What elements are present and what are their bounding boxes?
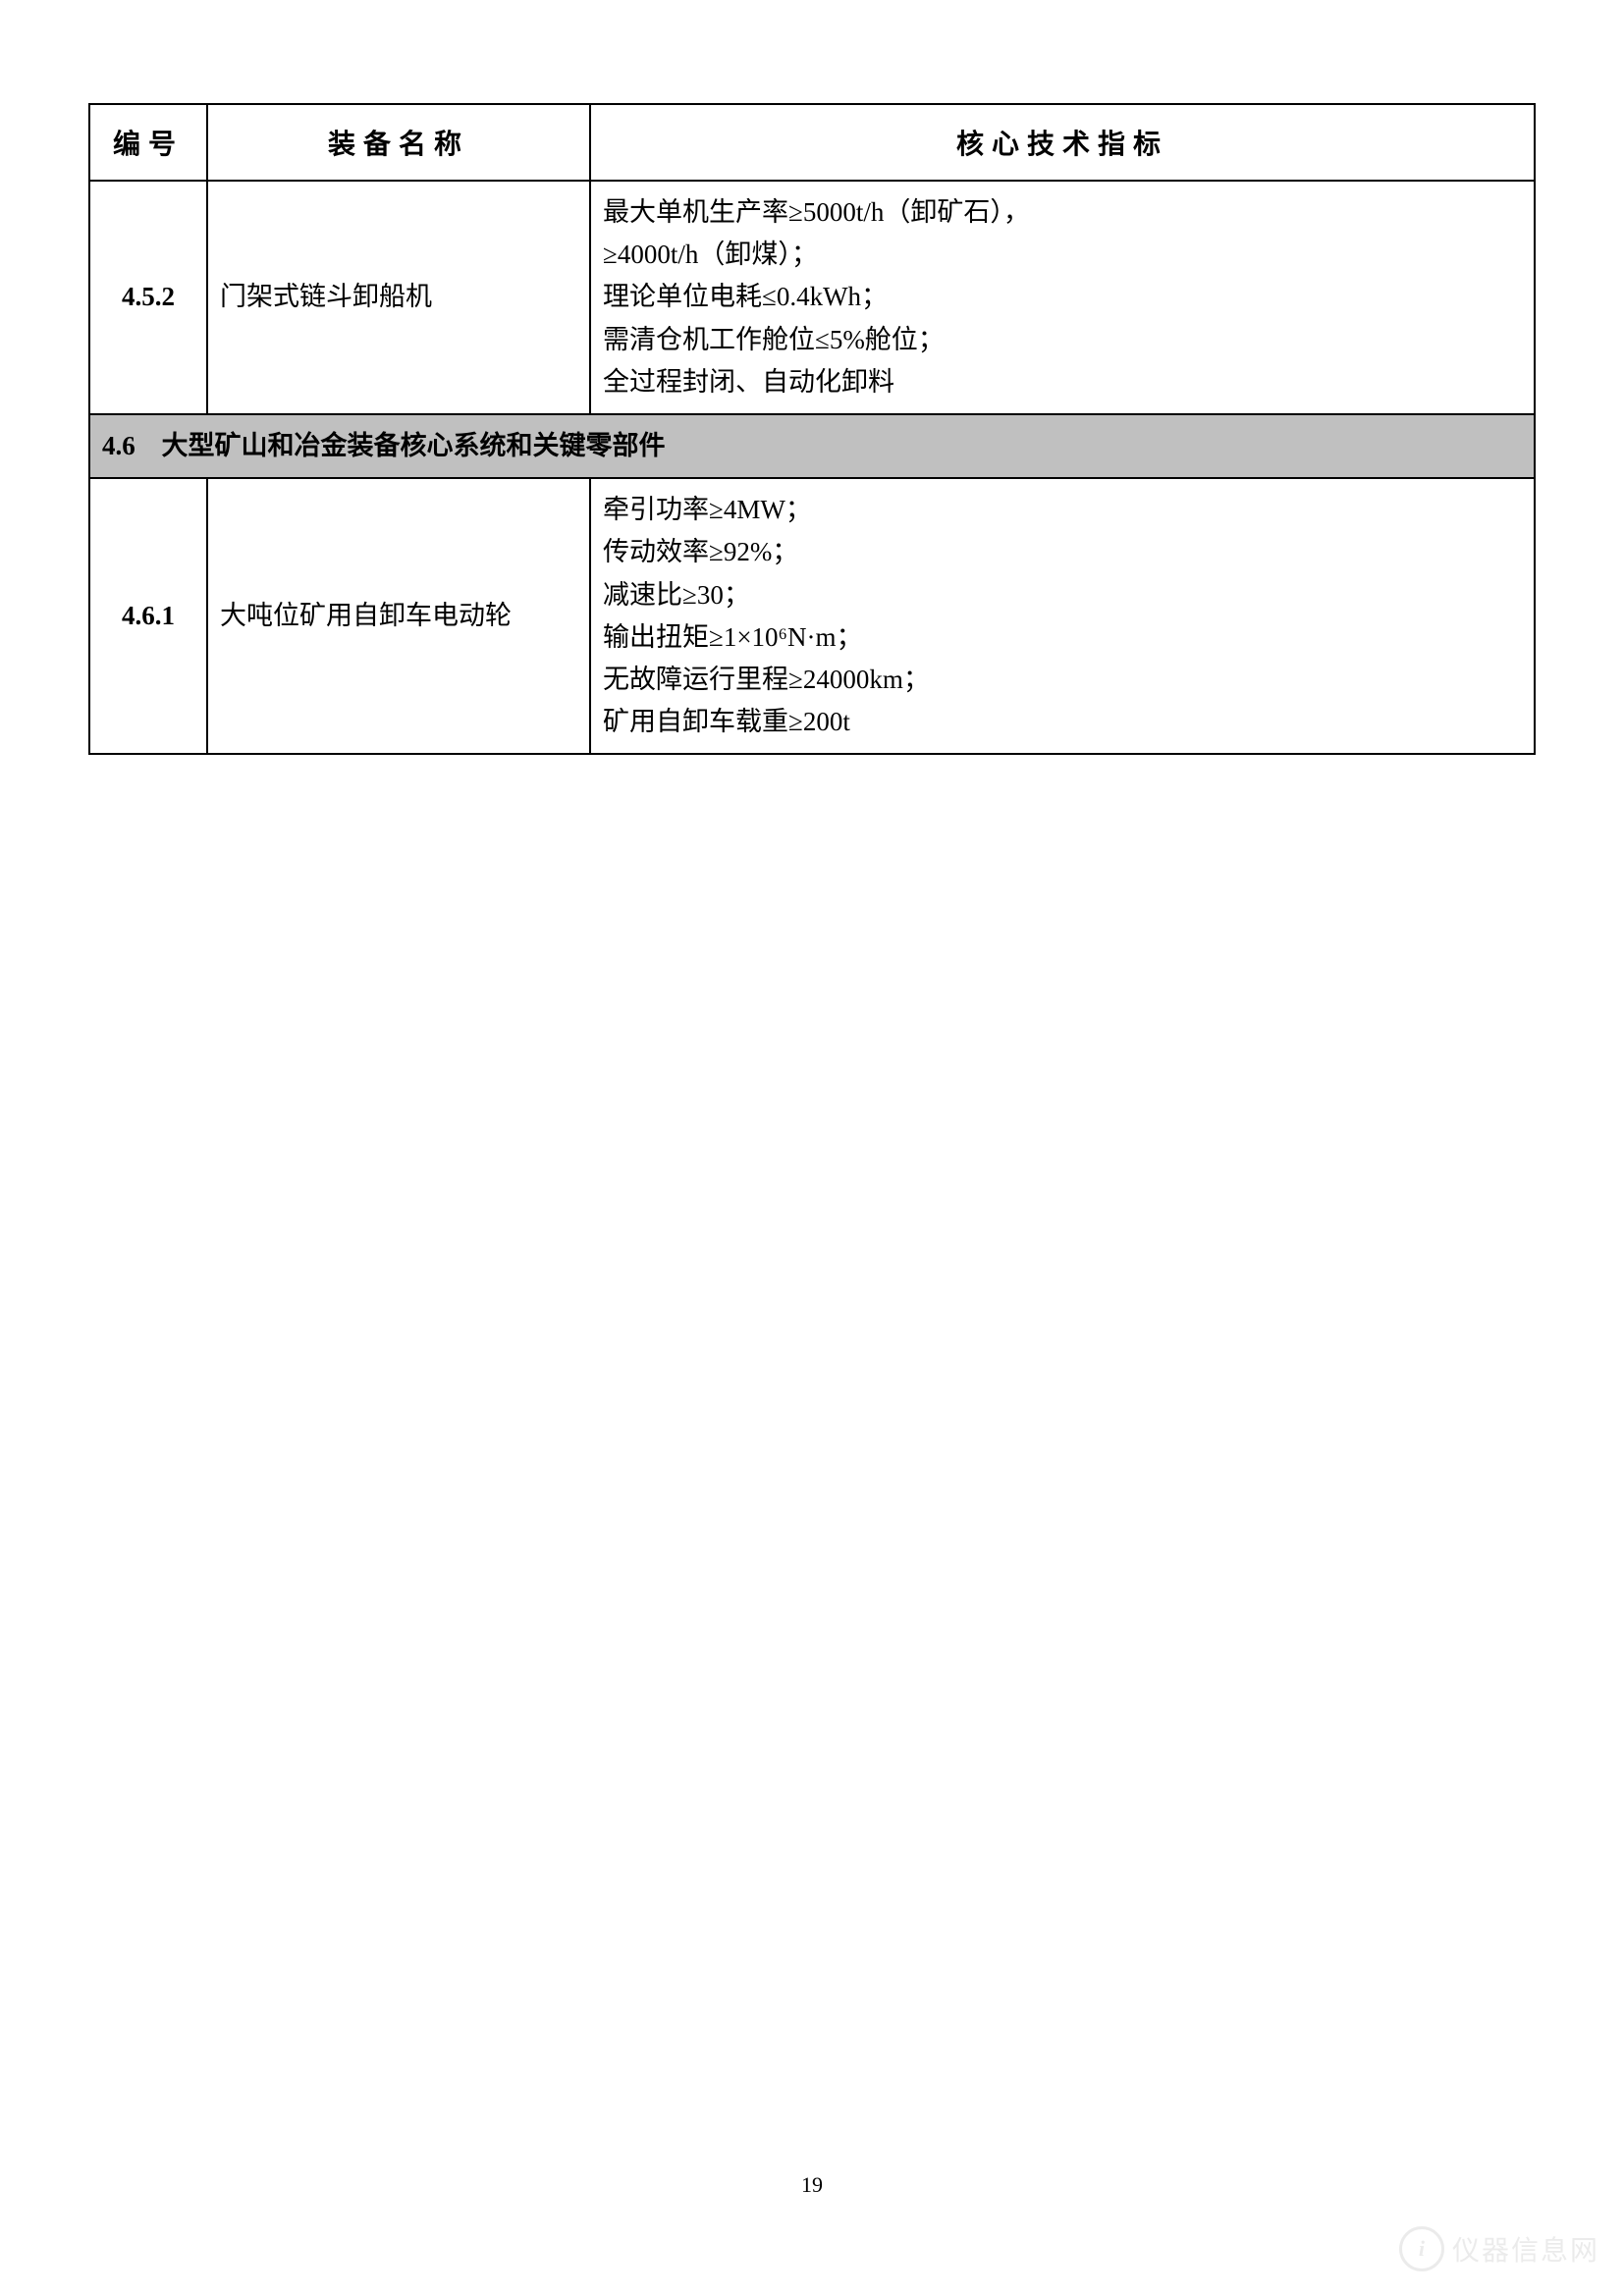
header-id: 编号 xyxy=(89,104,207,181)
table-body: 4.5.2 门架式链斗卸船机 最大单机生产率≥5000t/h（卸矿石）， ≥40… xyxy=(89,181,1535,754)
spec-line: 理论单位电耗≤0.4kWh； xyxy=(603,276,1522,318)
header-spec: 核心技术指标 xyxy=(590,104,1535,181)
row-id: 4.5.2 xyxy=(89,181,207,414)
spec-line: 需清仓机工作舱位≤5%舱位； xyxy=(603,319,1522,361)
spec-line: 全过程封闭、自动化卸料 xyxy=(603,361,1522,403)
section-id: 4.6 xyxy=(102,431,135,460)
table-row: 4.5.2 门架式链斗卸船机 最大单机生产率≥5000t/h（卸矿石）， ≥40… xyxy=(89,181,1535,414)
page-number: 19 xyxy=(0,2172,1624,2198)
table-header-row: 编号 装备名称 核心技术指标 xyxy=(89,104,1535,181)
spec-line: 传动效率≥92%； xyxy=(603,531,1522,573)
section-cell: 4.6 大型矿山和冶金装备核心系统和关键零部件 xyxy=(89,414,1535,478)
watermark: i 仪器信息网 xyxy=(1399,2226,1599,2271)
row-spec: 最大单机生产率≥5000t/h（卸矿石）， ≥4000t/h（卸煤）； 理论单位… xyxy=(590,181,1535,414)
row-name: 门架式链斗卸船机 xyxy=(207,181,590,414)
row-name: 大吨位矿用自卸车电动轮 xyxy=(207,478,590,754)
equipment-table: 编号 装备名称 核心技术指标 4.5.2 门架式链斗卸船机 最大单机生产率≥50… xyxy=(88,103,1536,755)
row-id: 4.6.1 xyxy=(89,478,207,754)
spec-line: ≥4000t/h（卸煤）； xyxy=(603,234,1522,276)
spec-line: 最大单机生产率≥5000t/h（卸矿石）， xyxy=(603,191,1522,234)
header-name: 装备名称 xyxy=(207,104,590,181)
row-spec: 牵引功率≥4MW； 传动效率≥92%； 减速比≥30； 输出扭矩≥1×10⁶N·… xyxy=(590,478,1535,754)
spec-line: 输出扭矩≥1×10⁶N·m； xyxy=(603,616,1522,659)
watermark-text: 仪器信息网 xyxy=(1452,2229,1599,2269)
page-container: 编号 装备名称 核心技术指标 4.5.2 门架式链斗卸船机 最大单机生产率≥50… xyxy=(0,0,1624,755)
spec-line: 无故障运行里程≥24000km； xyxy=(603,659,1522,701)
section-title: 大型矿山和冶金装备核心系统和关键零部件 xyxy=(162,431,666,460)
section-row: 4.6 大型矿山和冶金装备核心系统和关键零部件 xyxy=(89,414,1535,478)
table-row: 4.6.1 大吨位矿用自卸车电动轮 牵引功率≥4MW； 传动效率≥92%； 减速… xyxy=(89,478,1535,754)
watermark-icon: i xyxy=(1399,2226,1444,2271)
spec-line: 牵引功率≥4MW； xyxy=(603,489,1522,531)
spec-line: 减速比≥30； xyxy=(603,574,1522,616)
spec-line: 矿用自卸车载重≥200t xyxy=(603,701,1522,743)
